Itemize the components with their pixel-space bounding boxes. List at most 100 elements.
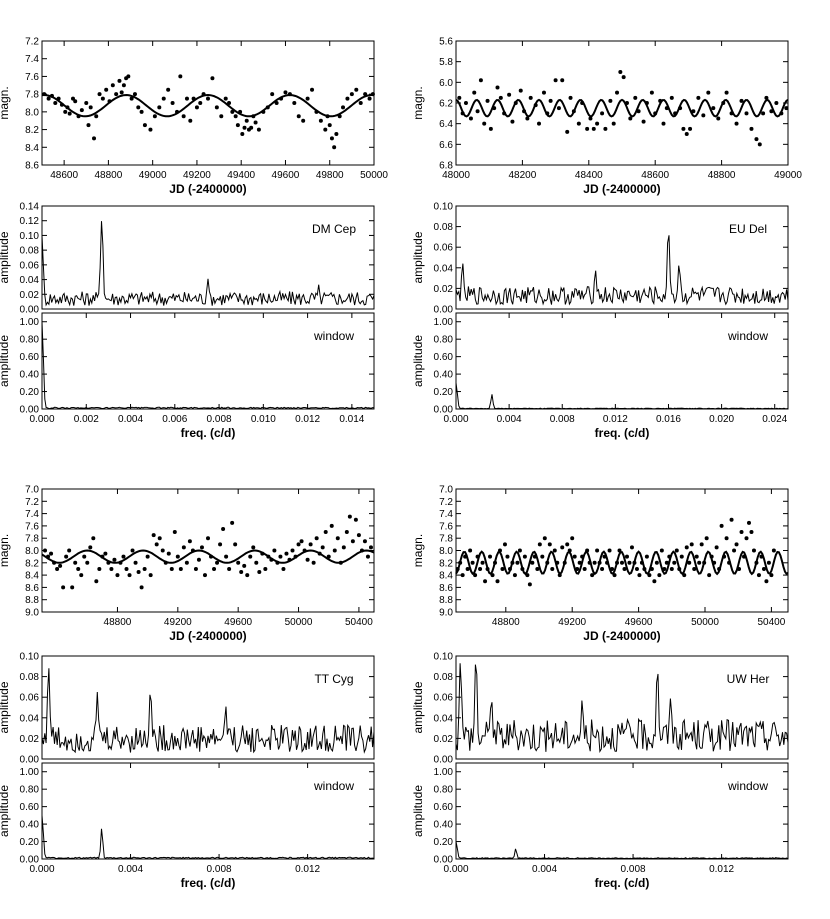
data-point (617, 548, 622, 553)
data-point (367, 96, 372, 101)
y-tick-label: 6.0 (439, 78, 453, 89)
x-tick-label: 50400 (757, 617, 785, 628)
data-point (644, 101, 649, 105)
data-point (764, 579, 769, 584)
data-point (129, 96, 134, 101)
data-point (209, 554, 214, 559)
y-axis-label: amplitude (0, 335, 11, 387)
x-tick-label: 0.000 (29, 414, 54, 425)
data-point (100, 554, 105, 559)
data-point (555, 560, 560, 565)
data-point (49, 93, 54, 98)
data-point (677, 566, 682, 571)
x-tick-label: 48400 (575, 170, 603, 181)
data-point (548, 98, 553, 103)
data-point (622, 566, 627, 571)
x-axis-label: freq. (c/d) (181, 426, 236, 440)
data-point (293, 554, 298, 559)
data-point (608, 98, 613, 103)
data-point (607, 548, 612, 553)
x-tick-label: 48000 (442, 170, 470, 181)
data-point (310, 87, 315, 92)
data-point (244, 118, 249, 123)
y-tick-label: 6.4 (439, 119, 453, 130)
data-point (311, 560, 316, 565)
data-point (739, 98, 744, 103)
y-tick-label: 0.14 (20, 202, 40, 213)
data-point (359, 548, 364, 553)
data-point (299, 539, 304, 544)
data-point (118, 560, 123, 565)
data-point (257, 570, 262, 575)
data-point (368, 545, 373, 550)
data-point (287, 92, 292, 97)
data-point (337, 114, 342, 119)
data-point (76, 114, 81, 119)
data-point (485, 98, 490, 103)
data-point (751, 548, 756, 553)
data-point (181, 114, 186, 119)
data-point (644, 554, 649, 559)
data-point (49, 551, 54, 556)
y-tick-label: 1.00 (20, 317, 40, 328)
chart-panel-8: 1.00 0.80 0.60 0.40 0.20 0.000.000 0.004 0.008 0… (0, 762, 375, 890)
amplitude-spectrum-line (41, 668, 375, 754)
data-point (597, 560, 602, 565)
plot-frame (455, 312, 789, 410)
data-point (585, 126, 590, 131)
y-tick-label: 8.0 (25, 107, 39, 118)
y-axis-label: amplitude (411, 335, 425, 387)
data-point (480, 560, 485, 565)
y-tick-label: 0.20 (20, 387, 40, 398)
data-point (571, 109, 576, 114)
data-point (166, 551, 171, 556)
data-point (163, 560, 168, 565)
data-point (507, 92, 512, 97)
data-point (133, 560, 138, 565)
y-tick-label: 7.2 (25, 497, 39, 508)
data-point (42, 92, 47, 97)
data-point (734, 121, 739, 126)
star-label: DM Cep (312, 222, 356, 236)
data-point (636, 109, 641, 114)
data-point (627, 560, 632, 565)
y-axis-label: amplitude (411, 231, 425, 283)
data-point (769, 109, 774, 114)
data-point (126, 74, 131, 79)
data-point (585, 548, 590, 553)
data-point (365, 554, 370, 559)
data-point (79, 573, 84, 578)
plot-frame (455, 762, 789, 860)
data-point (545, 111, 550, 116)
y-tick-label: 8.4 (25, 571, 39, 582)
plot-frame (41, 205, 375, 310)
data-point (287, 557, 292, 562)
y-tick-label: 8.2 (25, 125, 39, 136)
x-tick-label: 0.008 (621, 864, 646, 875)
data-point (172, 530, 177, 535)
data-point (458, 560, 463, 565)
data-point (537, 121, 541, 126)
data-point (91, 536, 96, 541)
data-point (281, 566, 286, 571)
data-point (472, 90, 477, 95)
data-point (502, 111, 507, 116)
data-point (139, 585, 144, 590)
plot-frame (455, 40, 789, 166)
plot-frame (455, 488, 789, 613)
data-point (716, 116, 721, 121)
data-point (347, 514, 352, 519)
amplitude-spectrum-line (455, 663, 789, 754)
data-point (687, 560, 692, 565)
star-label: TT Cyg (314, 672, 353, 686)
data-point (318, 118, 323, 123)
data-point (518, 88, 523, 93)
data-point (629, 545, 634, 550)
y-tick-label: 0.00 (20, 305, 40, 316)
data-point (63, 109, 68, 114)
y-axis-label: amplitude (0, 681, 11, 733)
y-tick-label: 0.02 (20, 290, 40, 301)
y-tick-label: 0.60 (20, 802, 40, 813)
y-tick-label: 7.6 (25, 72, 39, 83)
data-point (533, 103, 538, 108)
